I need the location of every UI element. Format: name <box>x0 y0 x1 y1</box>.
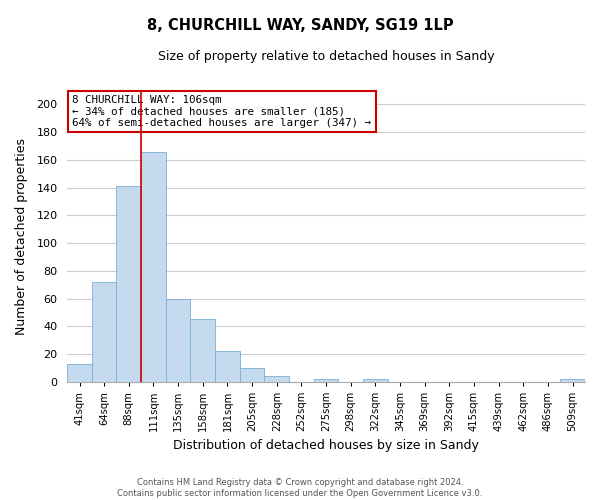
Bar <box>265 376 289 382</box>
X-axis label: Distribution of detached houses by size in Sandy: Distribution of detached houses by size … <box>173 440 479 452</box>
Text: 8 CHURCHILL WAY: 106sqm
← 34% of detached houses are smaller (185)
64% of semi-d: 8 CHURCHILL WAY: 106sqm ← 34% of detache… <box>73 95 371 128</box>
Bar <box>240 368 265 382</box>
Text: Contains HM Land Registry data © Crown copyright and database right 2024.
Contai: Contains HM Land Registry data © Crown c… <box>118 478 482 498</box>
Bar <box>215 352 240 382</box>
Bar <box>363 379 388 382</box>
Bar <box>190 320 215 382</box>
Y-axis label: Number of detached properties: Number of detached properties <box>15 138 28 334</box>
Bar <box>116 186 141 382</box>
Bar <box>141 152 166 382</box>
Bar <box>166 298 190 382</box>
Bar <box>314 379 338 382</box>
Text: 8, CHURCHILL WAY, SANDY, SG19 1LP: 8, CHURCHILL WAY, SANDY, SG19 1LP <box>146 18 454 32</box>
Bar <box>92 282 116 382</box>
Title: Size of property relative to detached houses in Sandy: Size of property relative to detached ho… <box>158 50 494 63</box>
Bar <box>560 379 585 382</box>
Bar <box>67 364 92 382</box>
